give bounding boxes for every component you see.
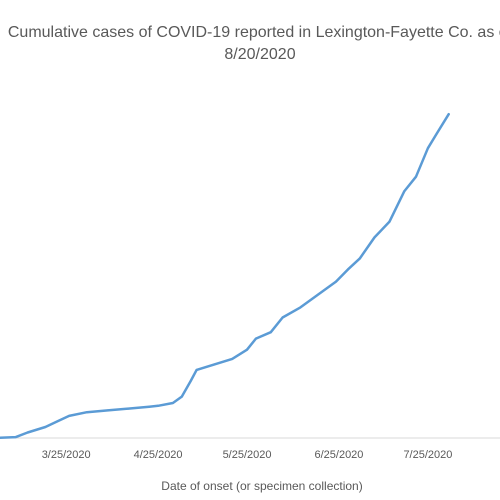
data-point-4 [56, 420, 59, 423]
data-point-27 [388, 220, 391, 223]
data-point-23 [335, 280, 337, 283]
x-tick-label-3: 6/25/2020 [314, 449, 363, 461]
data-point-9 [148, 405, 151, 408]
data-point-30 [426, 147, 429, 150]
data-point-1 [14, 436, 17, 439]
series-line-cumulative-cases [0, 112, 450, 440]
data-point-18 [254, 337, 257, 340]
chart-title-line1: Cumulative cases of COVID-19 reported in… [7, 24, 500, 41]
data-point-2 [26, 431, 29, 434]
data-point-17 [246, 348, 248, 351]
data-point-21 [299, 306, 302, 309]
data-points [14, 113, 450, 439]
x-tick-label-2: 5/25/2020 [223, 449, 272, 461]
data-point-28 [403, 190, 406, 193]
chart-title-line2: 8/20/2020 [224, 46, 296, 63]
data-point-29 [415, 175, 417, 178]
data-point-8 [127, 407, 130, 410]
data-point-7 [106, 409, 109, 412]
x-tick-label-1: 4/25/2020 [134, 449, 183, 461]
data-point-14 [195, 368, 198, 371]
data-point-12 [180, 395, 183, 398]
x-axis-ticks: 3/25/2020 4/25/2020 5/25/2020 6/25/2020 7/25… [42, 449, 453, 461]
data-point-24 [346, 268, 349, 271]
x-axis-label: Date of onset (or specimen collection) [161, 479, 362, 493]
data-point-10 [157, 404, 160, 407]
data-point-11 [171, 402, 174, 404]
data-point-6 [85, 411, 88, 414]
data-point-20 [281, 316, 284, 319]
data-point-26 [373, 236, 376, 239]
data-point-13 [189, 380, 192, 382]
x-tick-label-0: 3/25/2020 [42, 449, 91, 461]
data-point-25 [358, 257, 361, 260]
data-point-32 [447, 113, 450, 116]
x-tick-label-4: 7/25/2020 [403, 449, 452, 461]
data-point-19 [269, 331, 272, 334]
data-point-3 [44, 426, 47, 428]
data-point-16 [231, 357, 234, 360]
data-point-5 [68, 414, 71, 417]
data-point-31 [435, 132, 438, 135]
data-point-22 [317, 293, 320, 296]
data-point-15 [213, 363, 216, 366]
